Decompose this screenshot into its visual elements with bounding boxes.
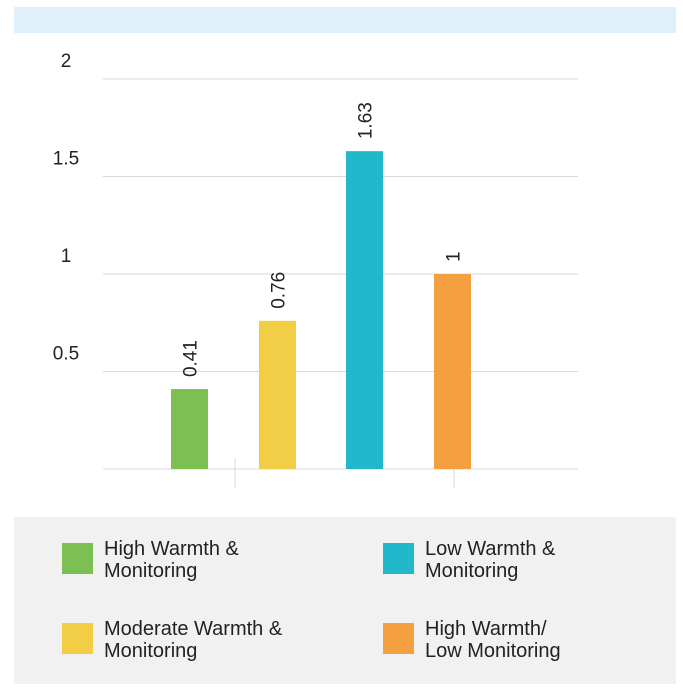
legend-label: Low Warmth & Monitoring <box>425 538 556 582</box>
data-label: 0.76 <box>269 272 290 309</box>
y-tick-label: 1.5 <box>53 149 79 170</box>
header-band <box>14 7 676 33</box>
legend: High Warmth & Monitoring Low Warmth & Mo… <box>14 517 676 684</box>
bar <box>171 389 208 469</box>
legend-item-moderate-warmth-monitoring: Moderate Warmth & Monitoring <box>62 618 324 662</box>
y-tick-label: 2 <box>61 51 72 72</box>
legend-swatch <box>383 623 414 654</box>
bar <box>346 151 383 469</box>
legend-label: High Warmth/ Low Monitoring <box>425 618 561 662</box>
legend-label: High Warmth & Monitoring <box>104 538 239 582</box>
legend-swatch <box>383 543 414 574</box>
y-tick-label: 0.5 <box>53 344 79 365</box>
legend-item-low-warmth-monitoring: Low Warmth & Monitoring <box>383 538 645 582</box>
legend-swatch <box>62 543 93 574</box>
chart-area: 0.5 1 1.5 2 0.41 0.76 1.63 1 <box>53 51 578 488</box>
legend-swatch <box>62 623 93 654</box>
bar <box>259 320 296 469</box>
data-label: 1 <box>444 251 465 262</box>
legend-label: Moderate Warmth & Monitoring <box>104 618 283 662</box>
bar <box>434 274 471 469</box>
data-label: 1.63 <box>356 102 377 139</box>
legend-item-high-warmth-low-monitoring: High Warmth/ Low Monitoring <box>383 618 645 662</box>
data-label: 0.41 <box>181 340 202 377</box>
bar-chart: 0.5 1 1.5 2 0.41 0.76 1.63 1 <box>53 51 578 488</box>
y-tick-label: 1 <box>61 246 72 267</box>
legend-item-high-warmth-monitoring: High Warmth & Monitoring <box>62 538 324 582</box>
